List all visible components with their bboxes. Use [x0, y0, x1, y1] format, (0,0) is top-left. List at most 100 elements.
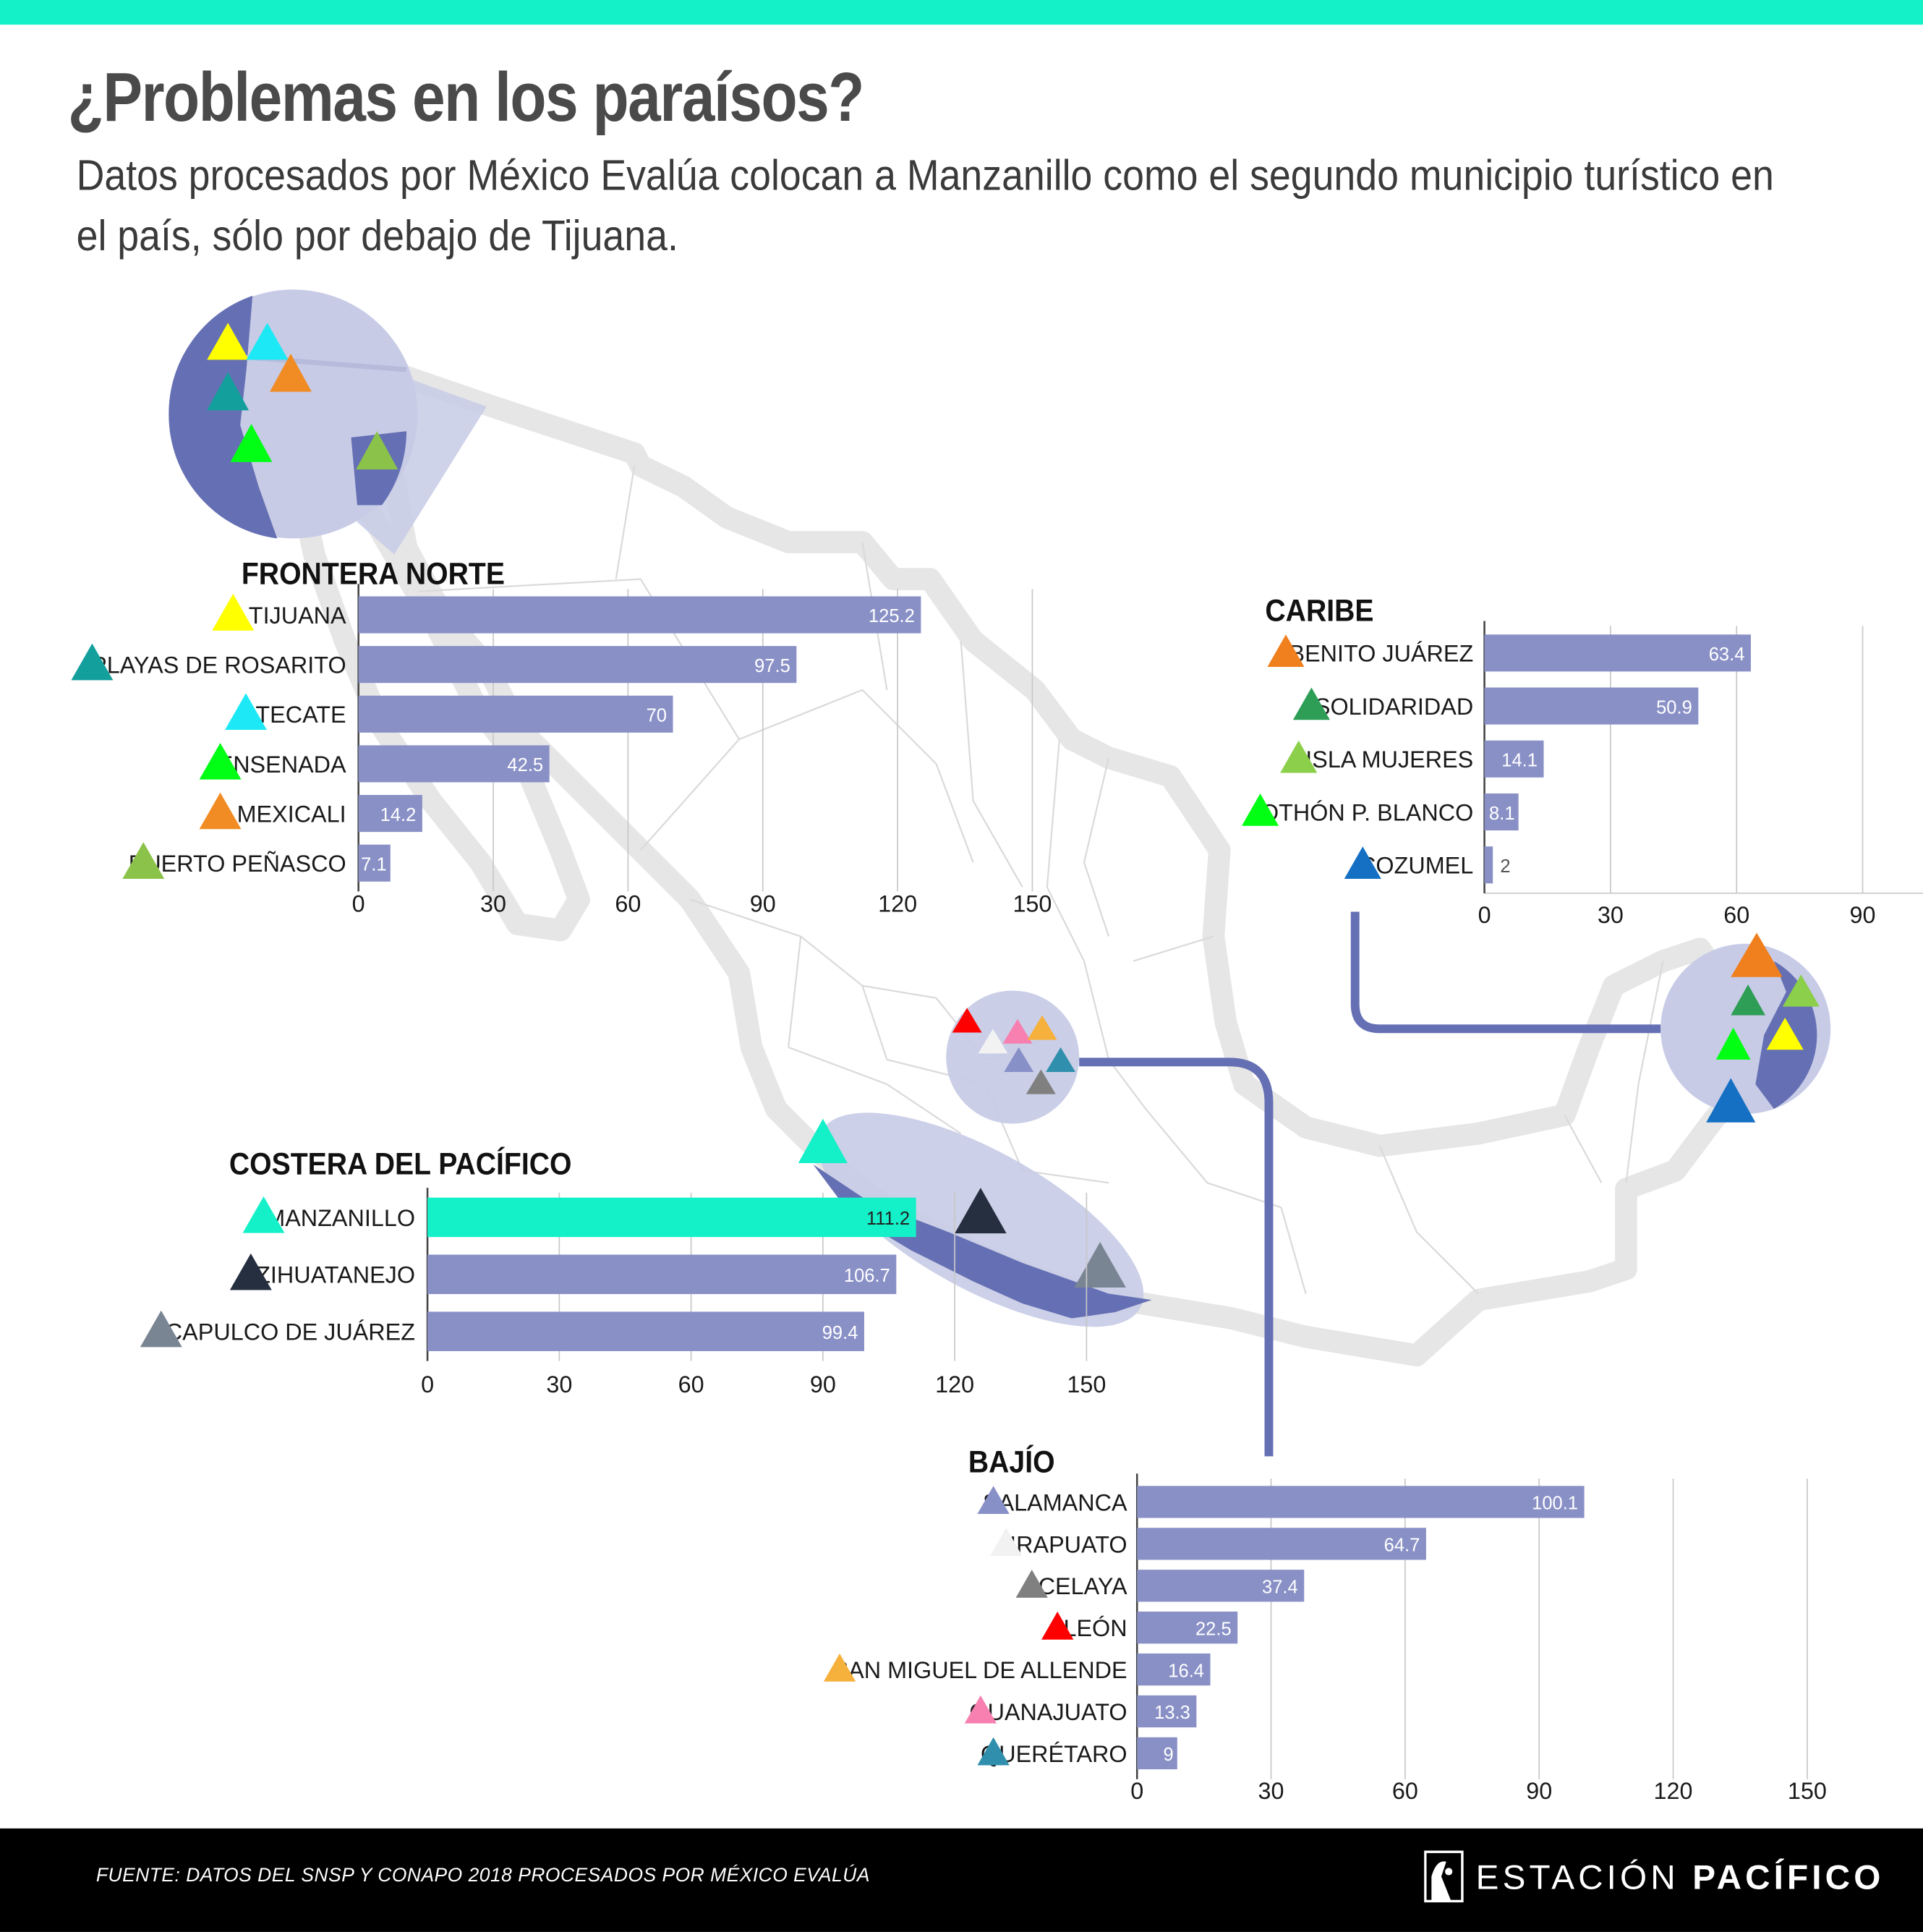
region-title: CARIBE	[1265, 593, 1373, 628]
bar-value-label: 64.7	[1384, 1536, 1420, 1556]
x-tick-label: 120	[1654, 1778, 1693, 1804]
bar-row-ensenada: 42.5 ENSENADA	[199, 742, 550, 783]
x-tick-label: 0	[1478, 902, 1491, 928]
category-label: SAN MIGUEL DE ALLENDE	[833, 1657, 1127, 1683]
region-title: COSTERA DEL PACÍFICO	[229, 1146, 572, 1181]
logo-mark-icon	[1424, 1850, 1464, 1903]
x-tick-label: 60	[678, 1371, 704, 1397]
bar-value-label: 106.7	[844, 1266, 890, 1286]
bar-value-label: 99.4	[822, 1323, 858, 1343]
page-subtitle: Datos procesados por México Evalúa coloc…	[76, 151, 1774, 260]
bar-row-solidaridad: 50.9 SOLIDARIDAD	[1292, 687, 1699, 725]
legend-marker-icon	[140, 1310, 182, 1348]
frontera-norte-zoom	[169, 289, 487, 555]
brand-name: ESTACIÓN PACÍFICO	[1476, 1858, 1885, 1898]
bar	[427, 1254, 897, 1295]
category-label: IRAPUATO	[1010, 1531, 1127, 1557]
tijuana-marker-icon	[207, 323, 250, 360]
x-tick-label: 30	[480, 891, 506, 917]
footer: FUENTE: DATOS DEL SNSP Y CONAPO 2018 PRO…	[0, 1828, 1923, 1932]
puerto-penasco-marker-icon	[356, 431, 398, 469]
legend-marker-icon	[977, 1486, 1010, 1515]
legend-marker-icon	[1292, 687, 1330, 720]
san-miguel-de-allende-marker-icon	[1027, 1015, 1057, 1040]
zihuatanejo-marker-icon	[955, 1188, 1007, 1234]
x-tick-label: 90	[750, 891, 776, 917]
bar	[358, 745, 550, 783]
x-tick-label: 0	[352, 891, 365, 917]
isla-mujeres-marker-icon	[1782, 974, 1820, 1007]
category-label: PUERTO PEÑASCO	[129, 850, 346, 877]
x-tick-label: 90	[1850, 902, 1876, 928]
legend-marker-icon	[212, 594, 255, 631]
solidaridad-marker-icon	[1731, 984, 1765, 1016]
top-accent-bar	[0, 0, 1923, 25]
bar-value-label: 97.5	[754, 656, 790, 676]
x-tick-label: 30	[1598, 902, 1624, 928]
legend-marker-icon	[225, 693, 267, 731]
bar	[427, 1311, 864, 1351]
tecate-marker-icon	[246, 323, 289, 360]
category-label: ENSENADA	[218, 752, 346, 778]
bar-value-label: 8.1	[1489, 804, 1515, 824]
legend-marker-icon	[990, 1528, 1023, 1556]
bar	[1484, 634, 1751, 672]
x-tick-label: 60	[1723, 902, 1749, 928]
bar-value-label: 14.1	[1501, 751, 1538, 771]
legend-marker-icon	[122, 842, 165, 879]
category-label: TIJUANA	[249, 603, 346, 629]
category-label: CELAYA	[1039, 1573, 1127, 1599]
legend-marker-icon	[977, 1737, 1010, 1766]
bar-value-label: 2	[1500, 856, 1510, 877]
caribe-zoom	[1660, 932, 1831, 1123]
bar-row-tijuana: 125.2 TIJUANA	[212, 594, 921, 634]
bar-value-label: 63.4	[1709, 644, 1745, 665]
bar-value-label: 7.1	[361, 854, 387, 874]
category-label: LEÓN	[1063, 1614, 1127, 1641]
frontera-norte-ocean	[169, 295, 278, 539]
benito-juarez-marker-icon	[1731, 932, 1783, 977]
othon-p-blanco-marker-icon	[1715, 1027, 1751, 1060]
bar-value-label: 13.3	[1154, 1703, 1190, 1723]
brand-name-light: ESTACIÓN	[1475, 1857, 1679, 1897]
x-tick-label: 60	[615, 891, 641, 917]
bar-row-irapuato: 64.7 IRAPUATO	[990, 1528, 1426, 1560]
bar	[1137, 1486, 1585, 1518]
x-tick-label: 120	[935, 1371, 974, 1397]
category-label: OTHÓN P. BLANCO	[1261, 799, 1473, 825]
x-tick-label: 120	[878, 891, 917, 917]
bar	[1137, 1528, 1426, 1560]
bar-row-puerto-penasco: 7.1 PUERTO PEÑASCO	[122, 842, 391, 882]
x-tick-label: 150	[1012, 891, 1052, 917]
bar-row-leon: 22.5 LEÓN	[1041, 1612, 1238, 1644]
pacific-coast-water	[813, 1164, 1152, 1319]
bar-value-label: 16.4	[1168, 1661, 1204, 1681]
bar-row-acapulco-de-juarez: 99.4 ACAPULCO DE JUÁREZ	[140, 1310, 864, 1351]
bar	[358, 844, 391, 882]
category-label: ISLA MUJERES	[1305, 746, 1473, 773]
legend-marker-icon	[242, 1196, 285, 1233]
bar	[1484, 740, 1544, 778]
bar-row-isla-mujeres: 14.1 ISLA MUJERES	[1280, 740, 1544, 778]
manzanillo-marker-icon	[798, 1118, 848, 1164]
bar-value-label: 100.1	[1532, 1494, 1578, 1514]
bar	[1137, 1612, 1238, 1644]
bar-row-mexicali: 14.2 MEXICALI	[199, 792, 422, 833]
category-label: TECATE	[255, 702, 346, 728]
bar-row-celaya: 37.4 CELAYA	[1015, 1570, 1305, 1602]
bar	[1484, 687, 1699, 725]
bar	[1137, 1737, 1177, 1770]
irapuato-marker-icon	[978, 1029, 1008, 1054]
legend-marker-icon	[1242, 793, 1279, 826]
category-label: ZIHUATANEJO	[256, 1262, 415, 1288]
bar-value-label: 111.2	[866, 1209, 910, 1229]
bar-row-zihuatanejo: 106.7 ZIHUATANEJO	[229, 1253, 897, 1295]
legend-marker-icon	[964, 1695, 997, 1724]
leon-marker-icon	[952, 1008, 982, 1033]
